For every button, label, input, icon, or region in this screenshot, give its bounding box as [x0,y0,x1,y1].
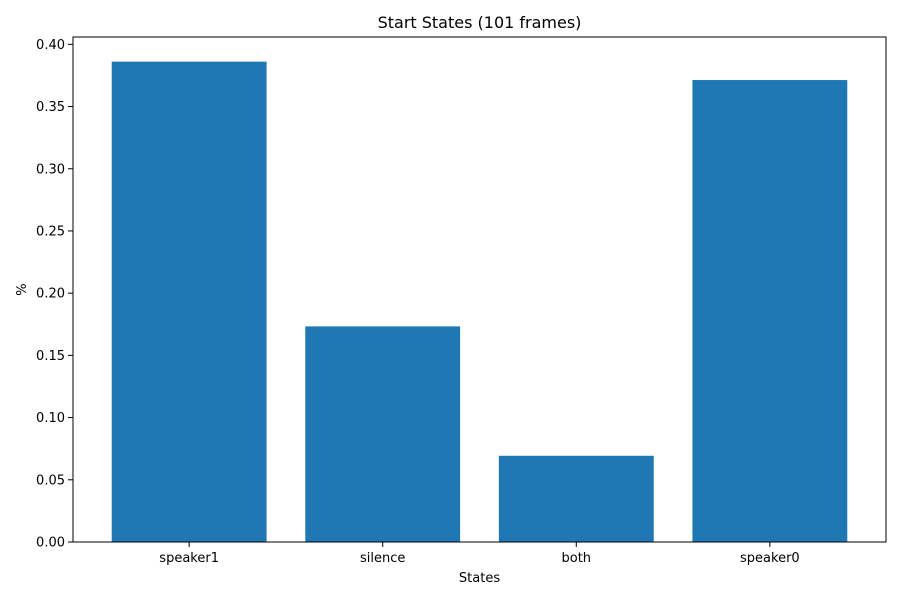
x-tick-label: silence [360,551,405,566]
x-tick-label: both [562,551,592,566]
y-tick-label: 0.15 [36,349,65,364]
bar-silence [305,326,461,542]
bar-speaker1 [111,61,267,542]
x-tick-label: speaker1 [159,551,219,566]
chart-title: Start States (101 frames) [378,13,582,32]
y-tick-label: 0.35 [36,100,65,115]
x-tick-label: speaker0 [740,551,800,566]
y-axis-ticks: 0.00 0.05 0.10 0.15 0.20 0.25 0.30 0.35 0.40 [36,38,73,551]
y-tick-label: 0.40 [36,38,65,53]
y-tick-label: 0.30 [36,162,65,177]
bar-speaker0 [692,80,848,542]
x-axis-label: States [459,571,500,586]
bars-group [111,61,848,542]
y-tick-label: 0.20 [36,287,65,302]
y-tick-label: 0.05 [36,473,65,488]
y-tick-label: 0.00 [36,536,65,551]
x-axis-ticks: speaker1 silence both speaker0 [159,542,800,566]
plot-frame [72,36,887,543]
bar-both [498,455,654,542]
y-axis-label: % [15,283,30,295]
y-tick-label: 0.25 [36,224,65,239]
y-tick-label: 0.10 [36,411,65,426]
